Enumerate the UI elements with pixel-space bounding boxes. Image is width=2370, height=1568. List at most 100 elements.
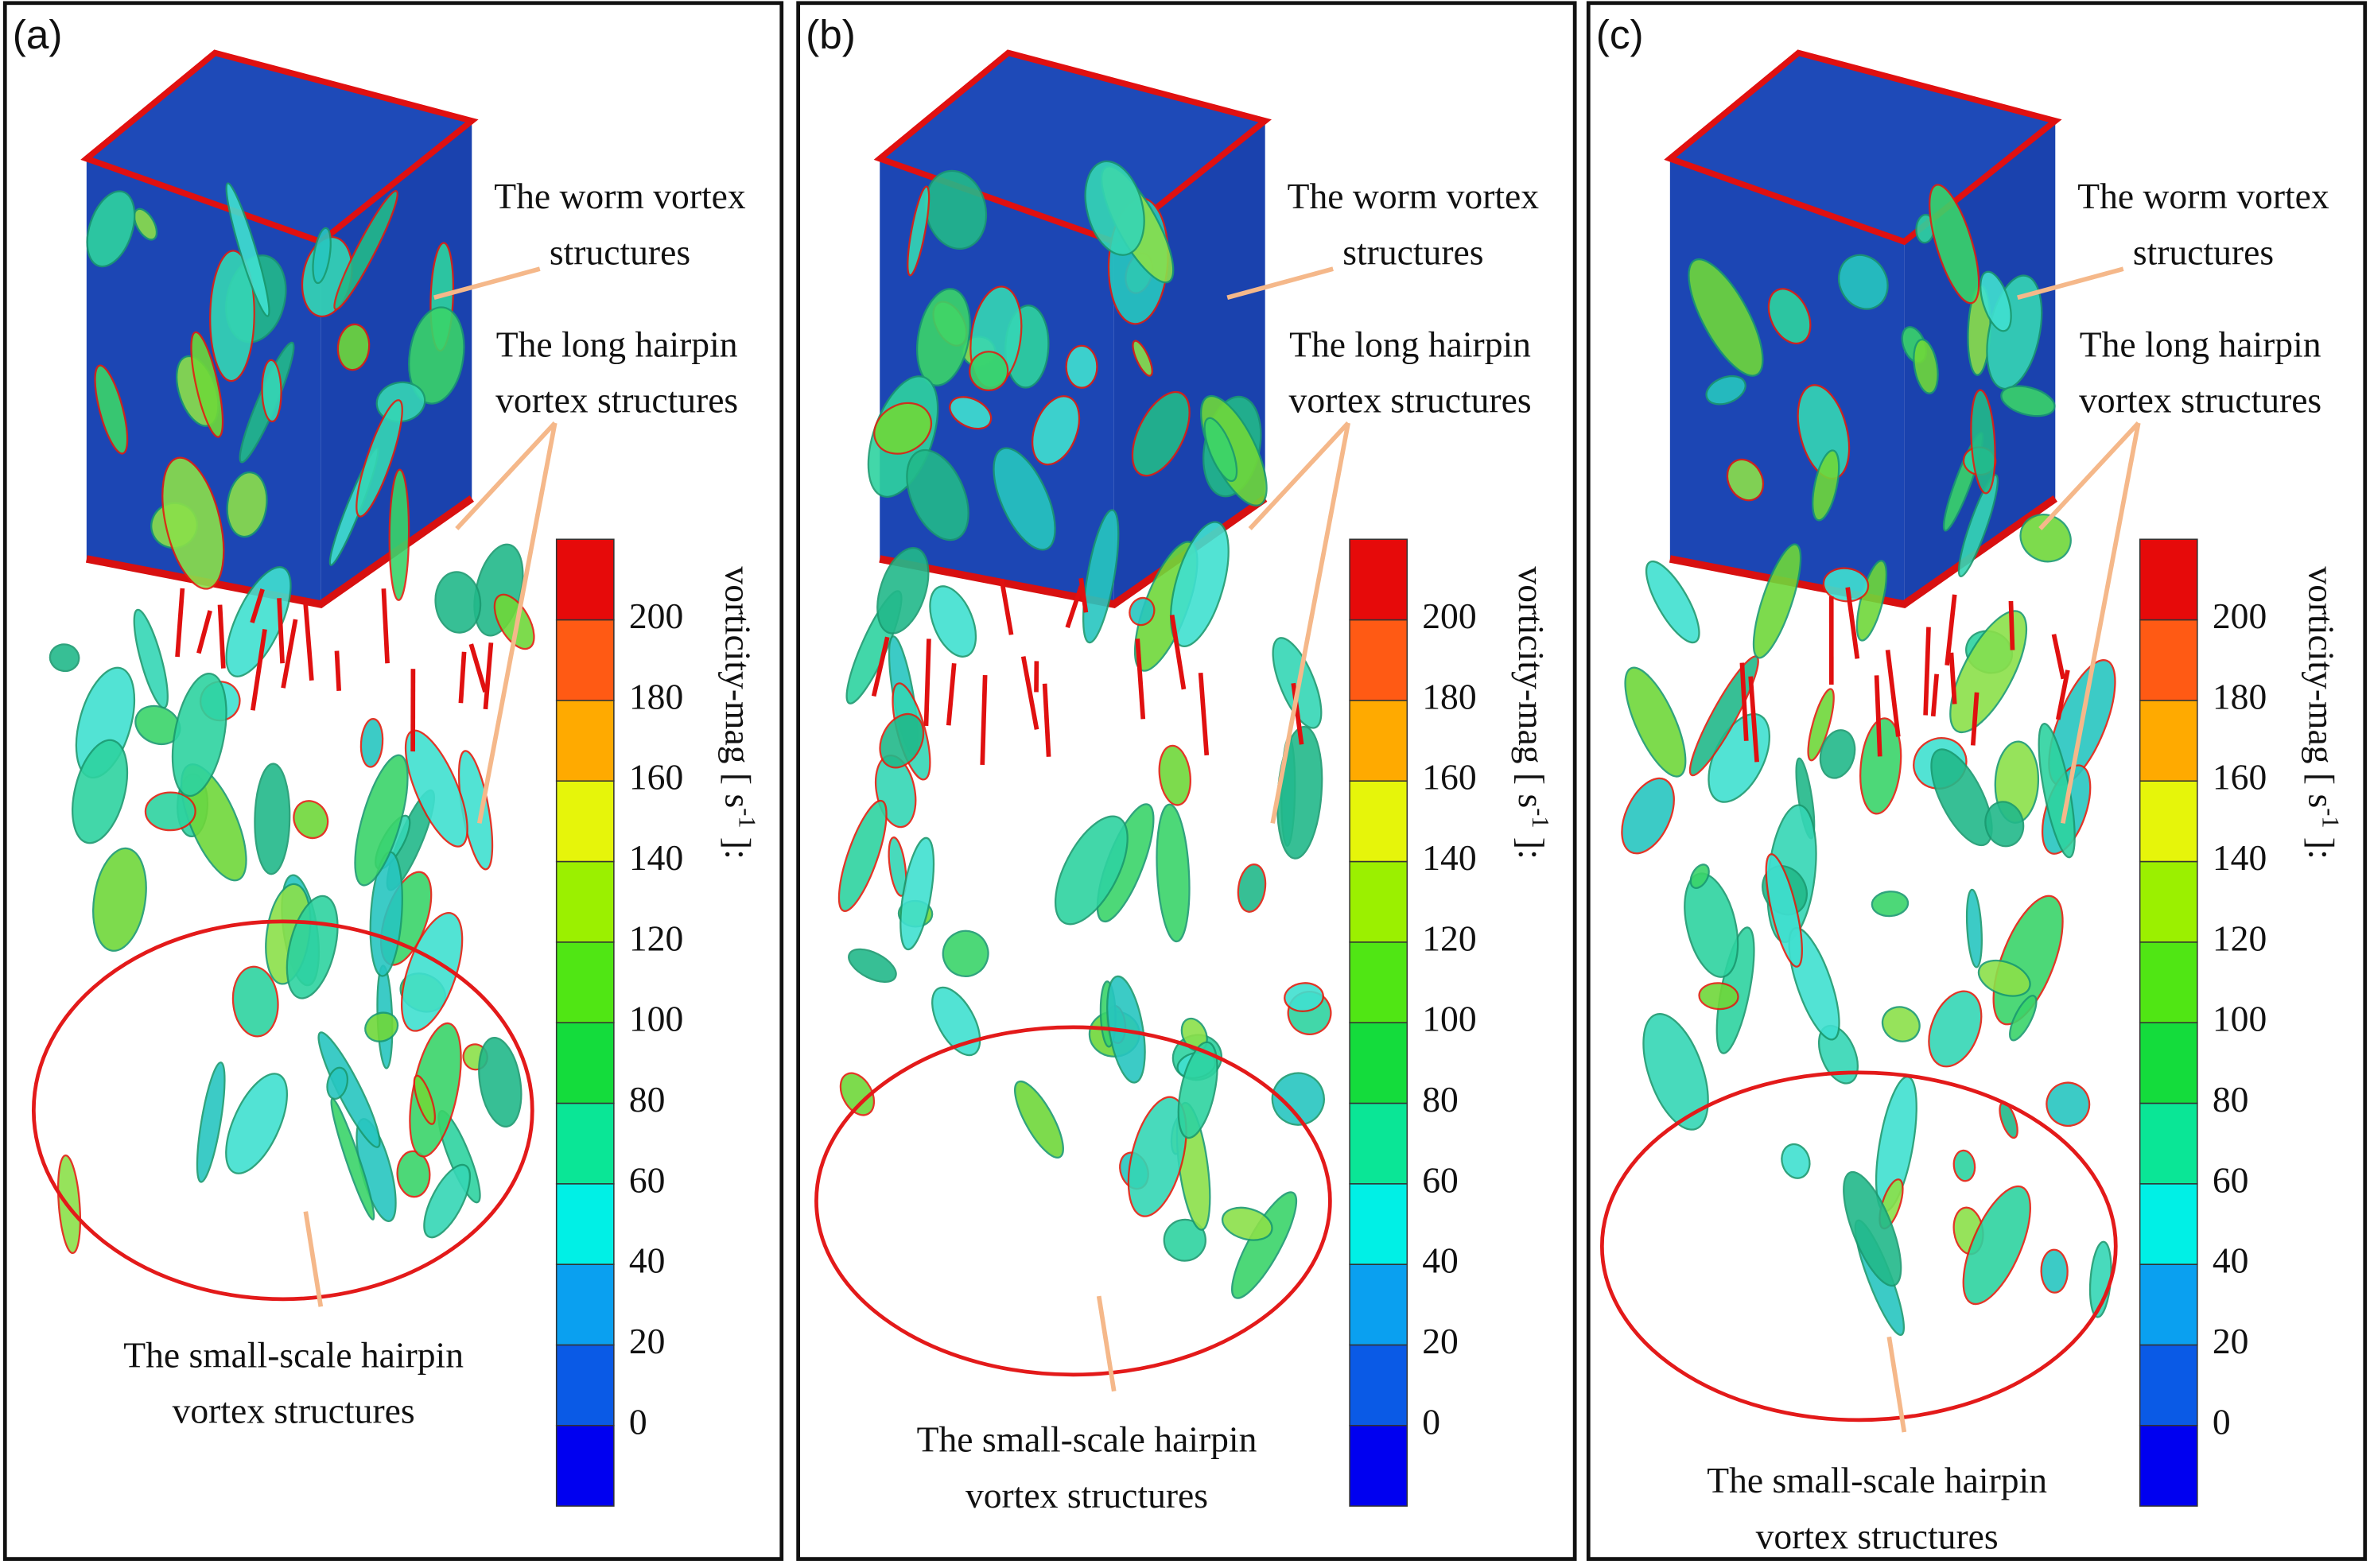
- vortex-streak: [923, 638, 931, 727]
- colorbar-title-sup: -1: [734, 808, 761, 828]
- vortex: [1837, 254, 1889, 310]
- vortex-streak: [277, 598, 285, 664]
- colorbar-tick: 140: [629, 837, 683, 878]
- vortex: [929, 585, 977, 658]
- vortex: [1221, 1206, 1273, 1241]
- colorbar-band: [2139, 860, 2198, 943]
- panel-border: [796, 1, 1577, 1561]
- vortex: [254, 763, 291, 875]
- vortex: [1765, 853, 1803, 968]
- vortex: [1970, 389, 1996, 495]
- vortex: [336, 323, 371, 371]
- arrow: [2017, 266, 2124, 301]
- vortex-streak: [483, 642, 494, 710]
- vortex: [1980, 270, 2012, 332]
- arrow: [2038, 421, 2140, 530]
- vortex: [1163, 1218, 1206, 1262]
- vortex-streak: [999, 578, 1014, 635]
- vortex-streak: [1065, 585, 1084, 628]
- vortex: [1177, 1041, 1218, 1139]
- vortex-streak: [217, 604, 226, 669]
- vortex-streak: [1169, 614, 1187, 690]
- vortex: [931, 986, 981, 1057]
- vortex: [423, 1163, 472, 1239]
- colorbar-tick: 80: [1422, 1079, 1459, 1120]
- vortex: [942, 930, 989, 977]
- vortex: [1871, 891, 1910, 918]
- colorbar-tick: 40: [2213, 1240, 2249, 1281]
- colorbar-tick: 0: [2213, 1401, 2231, 1442]
- annotation: The small-scale hairpin: [123, 1334, 464, 1375]
- vortex-streak: [1945, 594, 1957, 666]
- vortex: [1952, 1149, 1976, 1182]
- vortex: [1642, 1013, 1709, 1131]
- vortex: [171, 672, 227, 798]
- annotation: structures: [550, 231, 690, 272]
- vortex: [1977, 959, 2031, 997]
- vortex: [144, 791, 196, 832]
- vortex: [1621, 777, 1675, 855]
- panel-label: (c): [1596, 12, 1644, 57]
- vortex: [209, 250, 255, 382]
- vortex: [1054, 815, 1129, 926]
- colorbar-band: [1349, 780, 1408, 863]
- colorbar-band: [1349, 1102, 1408, 1185]
- annotation: The long hairpin: [1289, 324, 1531, 364]
- colorbar-tick: 200: [629, 596, 683, 636]
- vortex-streak: [2008, 600, 2015, 650]
- colorbar-tick: 180: [629, 676, 683, 716]
- colorbar-tick: 180: [2213, 676, 2267, 716]
- colorbar-band: [555, 1425, 615, 1507]
- colorbar-tick: 100: [1422, 999, 1476, 1039]
- vortex: [1237, 863, 1267, 913]
- vortex: [293, 800, 329, 840]
- vortex: [848, 948, 897, 983]
- colorbar-band: [1349, 538, 1408, 621]
- colorbar-tick: 60: [629, 1159, 666, 1200]
- colorbar-tick: 140: [1422, 837, 1476, 878]
- vortex: [326, 1066, 349, 1100]
- vortex: [92, 847, 147, 952]
- colorbar-tick: 40: [1422, 1240, 1459, 1281]
- vortex: [873, 402, 932, 455]
- colorbar-title-sup: -1: [2318, 808, 2345, 828]
- vortex: [226, 471, 268, 538]
- vortex: [1129, 596, 1156, 627]
- vortex: [1698, 982, 1739, 1011]
- vortex: [1812, 449, 1840, 522]
- colorbar-band: [2139, 941, 2198, 1023]
- colorbar-band: [1349, 941, 1408, 1023]
- vortex: [56, 1154, 81, 1255]
- colorbar-band: [555, 1022, 615, 1104]
- vortex: [400, 911, 464, 1032]
- vortex: [2019, 514, 2072, 563]
- vortex: [1014, 1080, 1064, 1159]
- colorbar-tick: 100: [2213, 999, 2267, 1039]
- vortex: [1984, 801, 2025, 848]
- vortex-streak: [1923, 627, 1931, 716]
- cube-edge: [85, 495, 475, 608]
- colorbar-band: [2139, 1263, 2198, 1346]
- colorbar-band: [2139, 700, 2198, 782]
- vortex: [1645, 560, 1700, 644]
- arrow: [1270, 422, 1350, 824]
- annotation: vortex structures: [1289, 380, 1532, 421]
- vortex: [196, 1062, 226, 1183]
- vortex: [1131, 390, 1191, 477]
- colorbar-band: [1349, 700, 1408, 782]
- colorbar-band: [2139, 1183, 2198, 1265]
- colorbar-band: [2139, 1425, 2198, 1507]
- vortex: [1156, 803, 1191, 943]
- colorbar-band: [2139, 1344, 2198, 1426]
- annotation: structures: [2133, 231, 2274, 272]
- vortex-streak: [1845, 587, 1860, 659]
- vortex: [2009, 995, 2038, 1042]
- vortex-streak: [468, 643, 488, 693]
- vortex-streak: [381, 588, 390, 664]
- annotation: The small-scale hairpin: [1707, 1460, 2047, 1500]
- vortex: [1807, 688, 1835, 762]
- vortex: [1624, 666, 1687, 778]
- vortex: [225, 1073, 289, 1174]
